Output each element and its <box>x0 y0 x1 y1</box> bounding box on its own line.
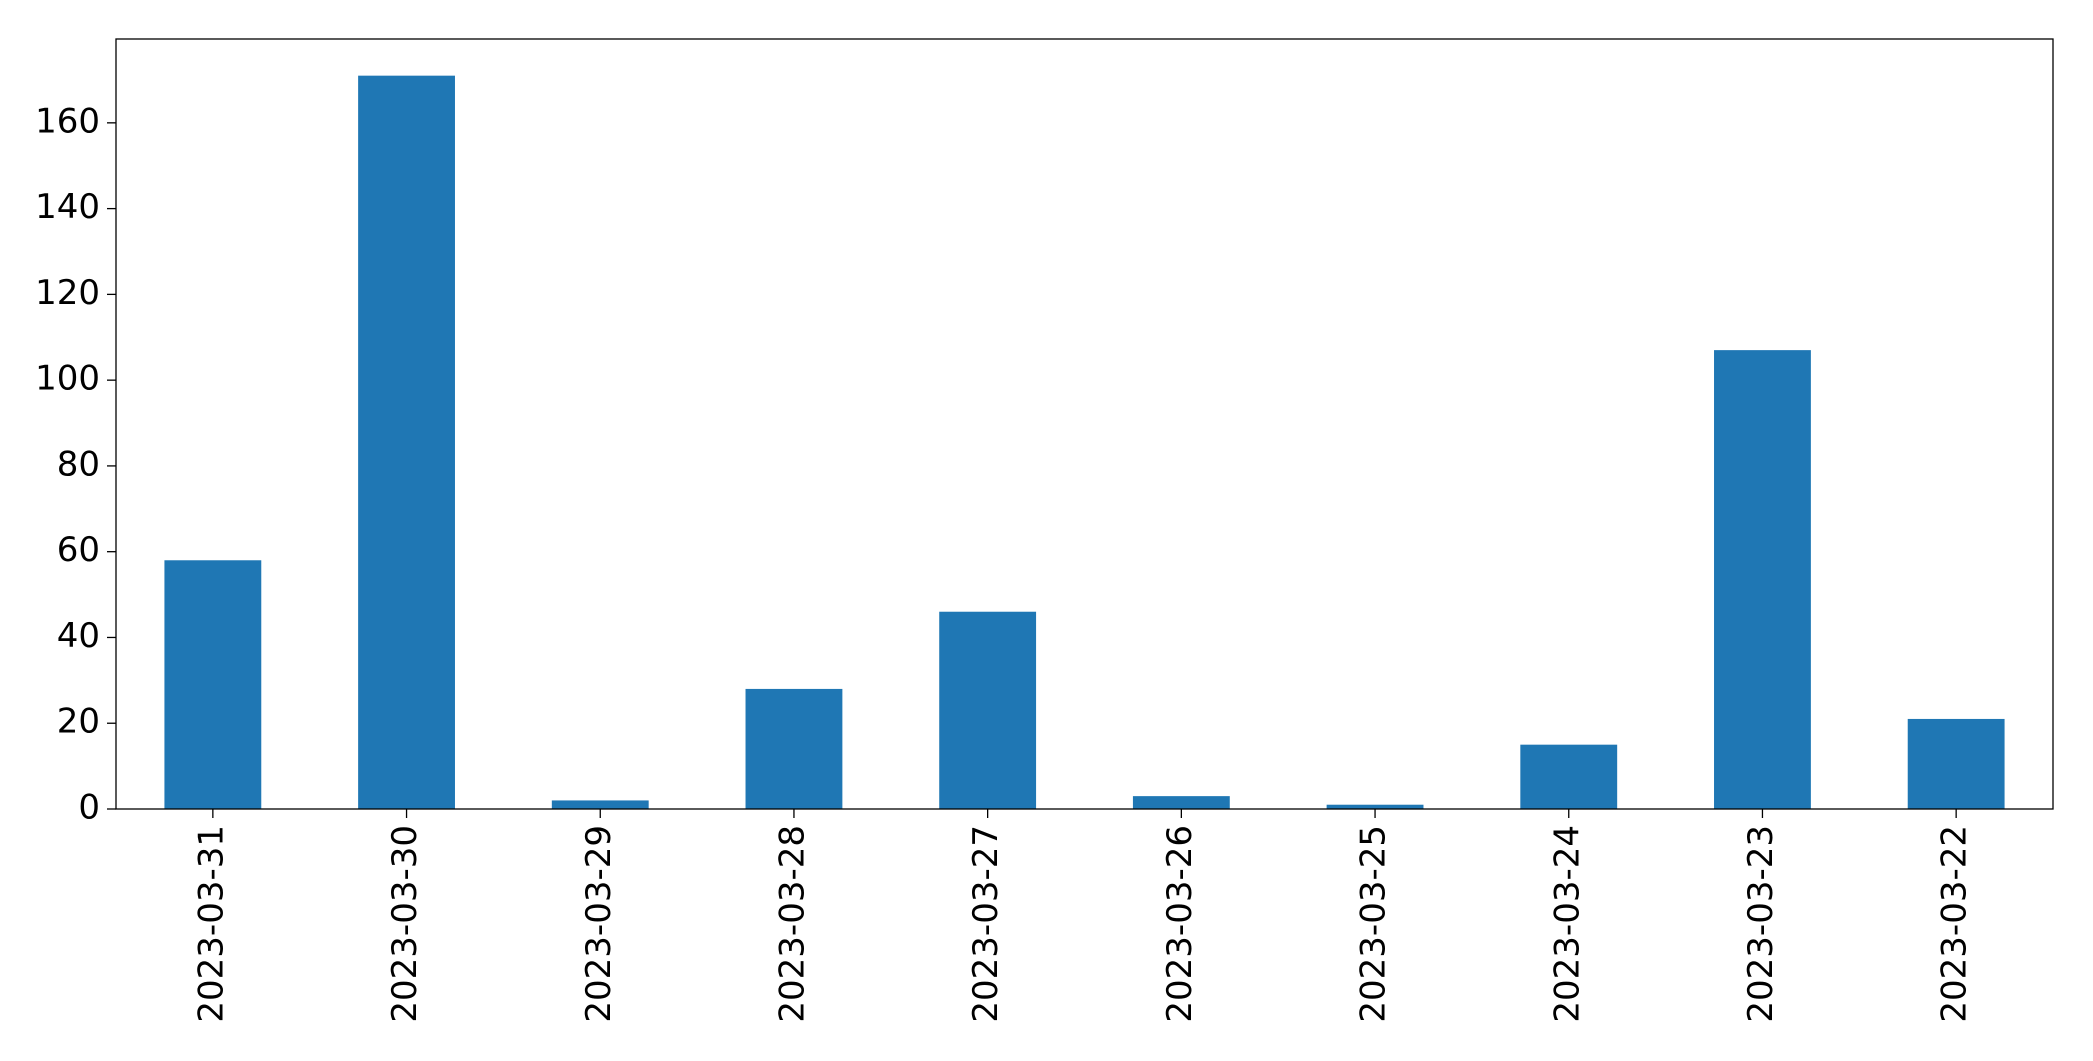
y-tick-label: 140 <box>35 187 100 227</box>
bar <box>1132 796 1230 809</box>
bar <box>1907 718 2005 809</box>
bar <box>939 611 1037 809</box>
x-tick-label: 2023-03-22 <box>1935 825 1975 1023</box>
y-tick-label: 60 <box>57 530 100 570</box>
bar <box>1714 350 1811 809</box>
x-tick-label: 2023-03-23 <box>1741 825 1781 1023</box>
x-tick-label: 2023-03-25 <box>1354 825 1394 1023</box>
bar <box>358 75 455 809</box>
x-tick-label: 2023-03-24 <box>1547 825 1587 1023</box>
y-tick-label: 120 <box>35 273 100 313</box>
x-tick-label: 2023-03-28 <box>772 825 812 1023</box>
bar <box>1326 804 1424 809</box>
y-tick-label: 80 <box>57 444 100 484</box>
y-tick-label: 40 <box>57 616 100 656</box>
y-tick-label: 20 <box>57 702 100 742</box>
bar <box>164 560 262 809</box>
bar <box>1520 744 1618 809</box>
bar <box>745 688 843 809</box>
plot-frame <box>115 38 2054 810</box>
y-tick-label: 160 <box>35 101 100 141</box>
x-tick-label: 2023-03-31 <box>191 825 231 1023</box>
bar <box>551 800 649 809</box>
x-tick-label: 2023-03-27 <box>966 825 1006 1023</box>
x-tick-label: 2023-03-26 <box>1160 825 1200 1023</box>
x-tick-label: 2023-03-29 <box>579 825 619 1023</box>
y-tick-label: 100 <box>35 359 100 399</box>
y-tick-label: 0 <box>78 788 100 828</box>
x-tick-label: 2023-03-30 <box>385 825 425 1023</box>
